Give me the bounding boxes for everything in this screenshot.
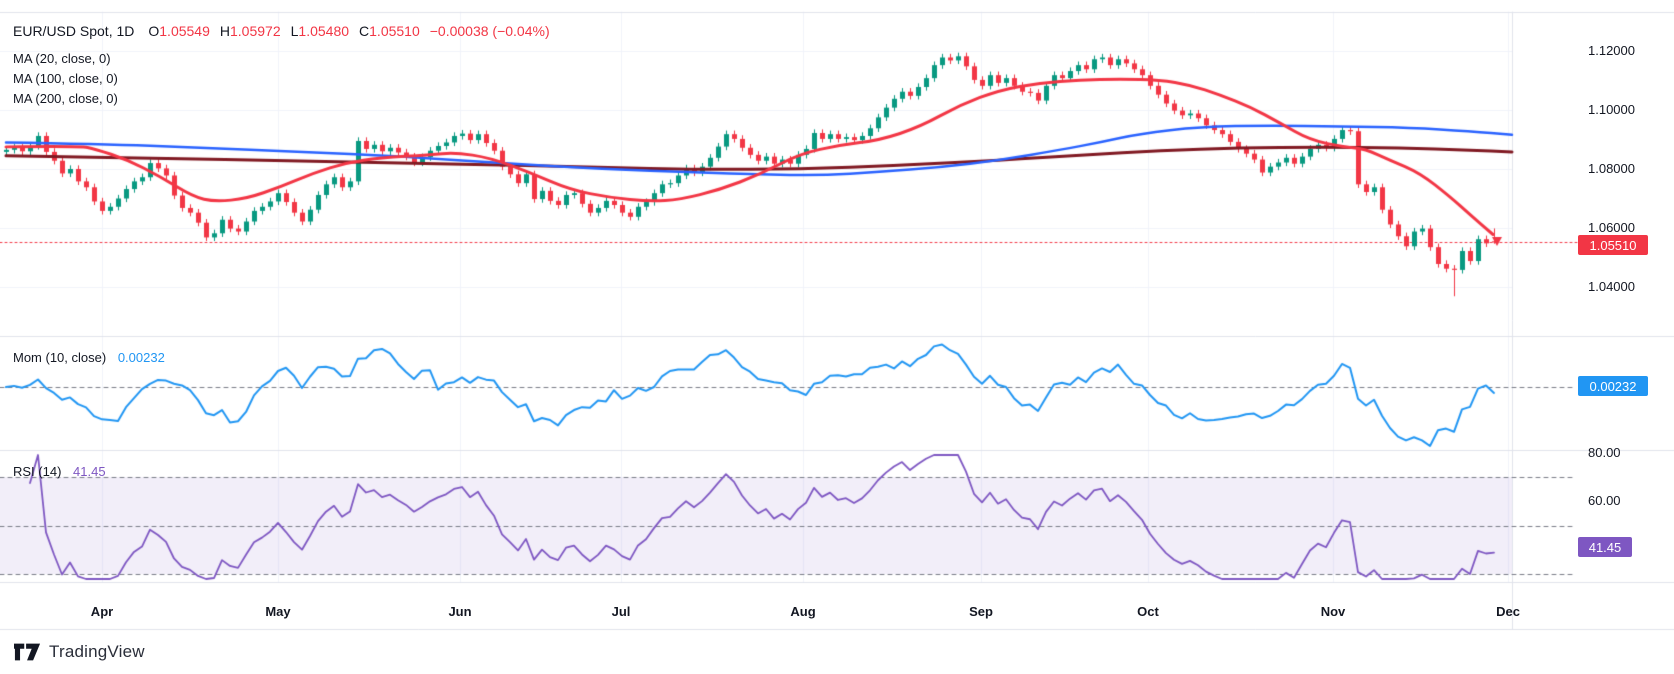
ma200-legend[interactable]: MA (200, close, 0) [13, 91, 118, 106]
ohlc-segment: L1.05480 [290, 23, 350, 39]
rsi-axis-label: 80.00 [1588, 445, 1621, 460]
time-axis-label: Aug [790, 604, 816, 619]
rsi-axis-label: 60.00 [1588, 493, 1621, 509]
time-axis-label: May [265, 604, 291, 619]
tradingview-logo-icon [14, 643, 41, 661]
time-axis-label: Jun [448, 604, 472, 619]
tradingview-logo-text: TradingView [49, 642, 145, 661]
rsi-legend[interactable]: RSI (14) 41.45 [13, 464, 106, 479]
price-axis-label: 1.08000 [1588, 161, 1635, 176]
time-axis-label: Oct [1137, 604, 1159, 619]
price-axis-label: 1.04000 [1588, 279, 1635, 294]
rsi-value: 41.45 [73, 464, 106, 479]
price-axis-label: 1.12000 [1588, 43, 1635, 58]
last-price-badge: 1.05510 [1578, 235, 1648, 255]
momentum-label: Mom (10, close) [13, 350, 107, 365]
time-axis-label: Jul [611, 604, 631, 619]
momentum-badge: 0.00232 [1578, 376, 1648, 396]
price-axis-label: 1.06000 [1588, 220, 1635, 235]
tradingview-logo[interactable]: TradingView [14, 642, 145, 662]
time-axis-label: Apr [90, 604, 114, 619]
ohlc-segment: O1.05549 [148, 23, 210, 39]
change-value: −0.00038 (−0.04%) [429, 23, 550, 39]
ohlc-values: O1.05549 H1.05972 L1.05480 C1.05510 [148, 23, 429, 39]
ohlc-segment: C1.05510 [359, 23, 420, 39]
time-axis-label: Nov [1320, 604, 1346, 619]
time-axis-label: Dec [1496, 604, 1520, 619]
symbol-title: EUR/USD Spot, 1D [13, 23, 135, 39]
rsi-badge: 41.45 [1578, 537, 1632, 557]
momentum-legend[interactable]: Mom (10, close) 0.00232 [13, 350, 165, 365]
momentum-value: 0.00232 [117, 350, 165, 365]
symbol-legend-row[interactable]: EUR/USD Spot, 1D O1.05549 H1.05972 L1.0548… [13, 23, 550, 39]
time-axis-label: Sep [969, 604, 993, 619]
ohlc-segment: H1.05972 [219, 23, 281, 39]
ma100-legend[interactable]: MA (100, close, 0) [13, 71, 118, 86]
rsi-label: RSI (14) [13, 464, 62, 479]
ma20-legend[interactable]: MA (20, close, 0) [13, 51, 111, 66]
price-axis-label: 1.10000 [1588, 102, 1635, 117]
